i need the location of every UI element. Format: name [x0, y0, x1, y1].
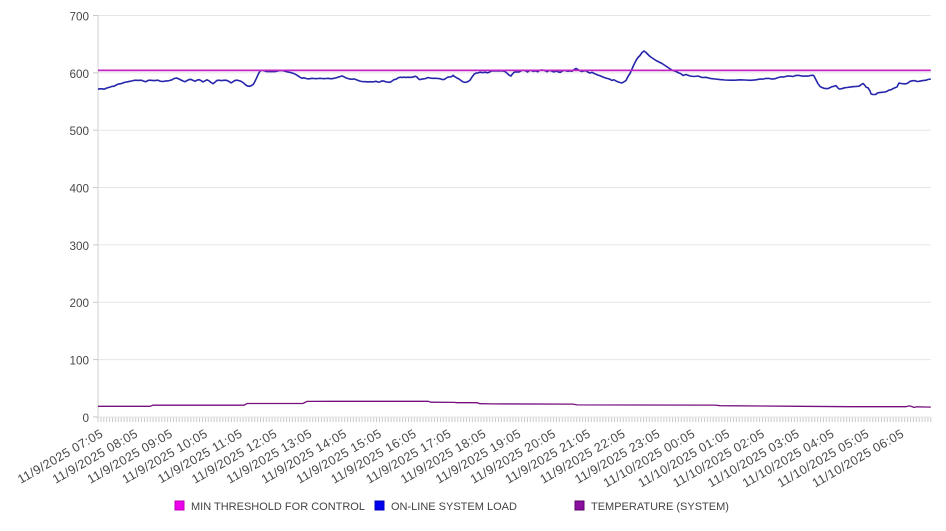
svg-text:ON-LINE SYSTEM LOAD: ON-LINE SYSTEM LOAD	[391, 501, 517, 513]
svg-text:TEMPERATURE (SYSTEM): TEMPERATURE (SYSTEM)	[591, 501, 729, 513]
svg-text:0: 0	[82, 412, 89, 425]
svg-text:MIN THRESHOLD FOR CONTROL: MIN THRESHOLD FOR CONTROL	[191, 501, 365, 513]
svg-text:700: 700	[69, 10, 89, 23]
svg-text:300: 300	[69, 240, 89, 253]
svg-text:500: 500	[69, 125, 89, 138]
svg-text:600: 600	[69, 68, 89, 81]
svg-text:200: 200	[69, 297, 89, 310]
svg-text:100: 100	[69, 355, 89, 368]
svg-text:400: 400	[69, 182, 89, 195]
